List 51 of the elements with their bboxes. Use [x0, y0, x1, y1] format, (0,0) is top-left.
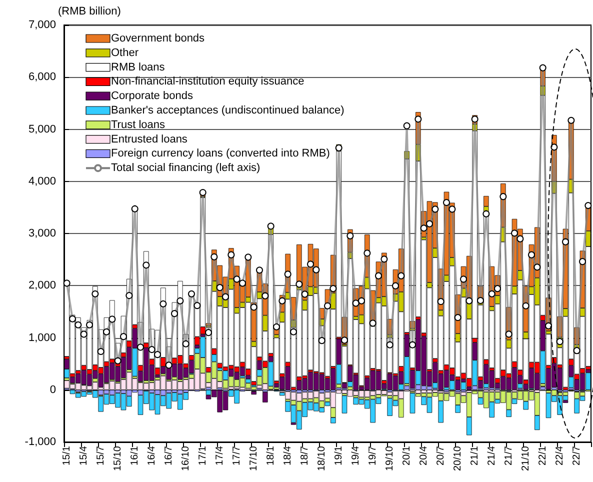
x-tick-label: 17/7 — [231, 446, 242, 466]
y-tick-label: 7,000 — [28, 19, 56, 31]
y-tick-label: 2,000 — [28, 280, 56, 292]
x-tick-label: 21/1 — [469, 446, 480, 466]
x-tick-label: 19/4 — [350, 446, 362, 466]
x-tick-label: 15/4 — [78, 446, 90, 466]
x-tick-label: 22/1 — [537, 446, 548, 466]
legend-label: Total social financing (left axis) — [111, 162, 260, 174]
x-tick-label: 17/4 — [214, 446, 226, 466]
x-tick-label: 21/10 — [520, 446, 532, 472]
x-tick-label: 15/7 — [95, 446, 106, 466]
y-tick-label: 6,000 — [28, 71, 56, 84]
x-tick-label: 20/7 — [435, 446, 446, 466]
x-tick-label: 17/10 — [248, 446, 260, 472]
legend-label: Government bonds — [111, 32, 206, 44]
y-tick-label: -1,000 — [24, 436, 56, 448]
x-tick-label: 19/10 — [384, 446, 396, 472]
legend-label: RMB loans — [111, 61, 166, 74]
x-tick-label: 16/7 — [163, 446, 174, 466]
x-tick-label: 16/4 — [146, 446, 158, 466]
x-tick-label: 21/4 — [486, 446, 498, 466]
x-tick-label: 17/1 — [197, 446, 208, 466]
y-tick-label: 5,000 — [28, 123, 56, 136]
x-tick-label: 15/1 — [61, 446, 72, 466]
x-tick-label: 19/7 — [367, 446, 378, 466]
x-tick-label: 21/7 — [503, 446, 514, 466]
legend-label: Non-financial-institution equity issuance — [111, 76, 304, 88]
y-tick-label: 0 — [50, 384, 56, 396]
y-tick-label: 1,000 — [28, 332, 56, 344]
y-tick-label: 4,000 — [28, 175, 56, 188]
x-tick-label: 18/4 — [282, 446, 294, 466]
x-tick-label: 16/1 — [129, 446, 140, 466]
y-axis-title: (RMB billion) — [58, 6, 121, 18]
x-tick-label: 18/7 — [299, 446, 310, 466]
legend-label: Other — [111, 46, 139, 59]
legend-label: Banker's acceptances (undiscontinued balance) — [111, 104, 344, 116]
legend-label: Foreign currency loans (converted into RMB) — [111, 148, 330, 160]
legend-label: Entrusted loans — [111, 133, 188, 146]
x-tick-label: 19/1 — [333, 446, 344, 466]
x-tick-label: 20/10 — [452, 446, 464, 472]
x-tick-label: 15/10 — [112, 446, 124, 472]
x-tick-label: 22/7 — [571, 446, 582, 466]
x-tick-label: 20/1 — [401, 446, 412, 466]
legend-label: Corporate bonds — [111, 90, 194, 102]
legend-label: Trust loans — [111, 118, 166, 131]
x-tick-label: 18/10 — [316, 446, 328, 472]
x-tick-label: 16/10 — [180, 446, 192, 472]
x-tick-label: 22/4 — [554, 446, 566, 466]
y-tick-label: 3,000 — [28, 228, 56, 240]
x-tick-label: 20/4 — [418, 446, 430, 466]
x-tick-label: 18/1 — [265, 446, 276, 466]
